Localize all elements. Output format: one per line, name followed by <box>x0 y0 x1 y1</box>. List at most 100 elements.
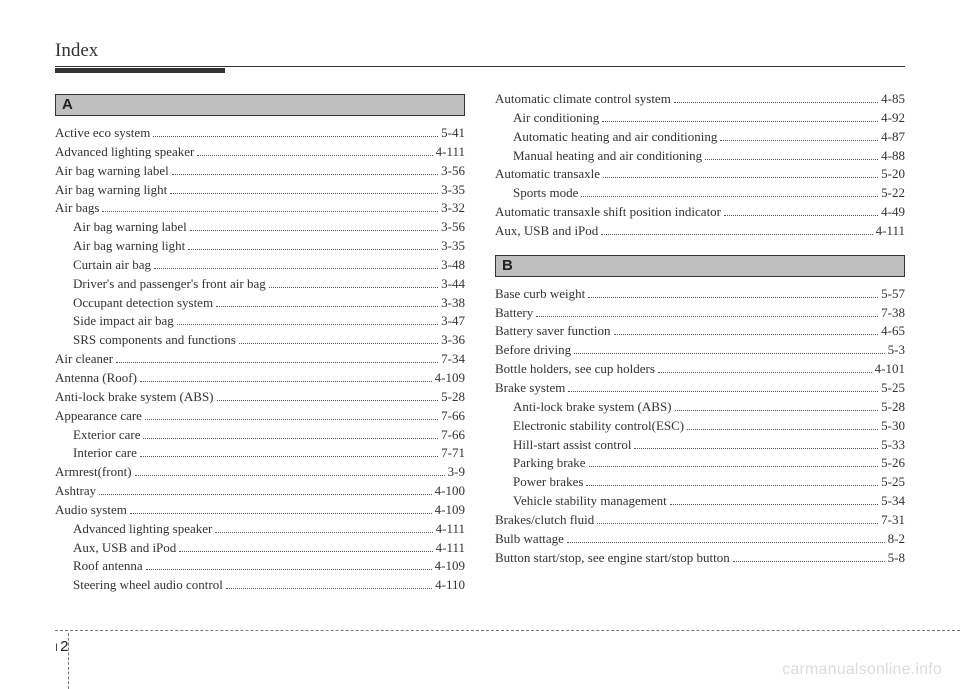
entry-page: 4-85 <box>881 90 905 109</box>
entry-leader <box>217 400 439 401</box>
index-entry: Occupant detection system 3-38 <box>55 294 465 313</box>
entry-page: 5-3 <box>888 341 905 360</box>
index-entry: Armrest(front) 3-9 <box>55 463 465 482</box>
index-entry: Brakes/clutch fluid 7-31 <box>495 511 905 530</box>
entry-label: Appearance care <box>55 407 142 426</box>
entry-page: 5-30 <box>881 417 905 436</box>
index-entry: Active eco system 5-41 <box>55 124 465 143</box>
entry-page: 7-66 <box>441 426 465 445</box>
entry-page: 5-33 <box>881 436 905 455</box>
entry-label: Air cleaner <box>55 350 113 369</box>
entry-label: Steering wheel audio control <box>73 576 223 595</box>
section-heading-b: B <box>495 255 905 277</box>
index-entry: Aux, USB and iPod 4-111 <box>495 222 905 241</box>
entry-leader <box>215 532 432 533</box>
entry-label: Ashtray <box>55 482 96 501</box>
index-entry: Side impact air bag 3-47 <box>55 312 465 331</box>
entry-page: 8-2 <box>888 530 905 549</box>
page-num-value: 2 <box>60 638 68 655</box>
section-b-entries: Base curb weight 5-57Battery 7-38Battery… <box>495 285 905 568</box>
entry-page: 5-25 <box>881 379 905 398</box>
index-entry: Air cleaner 7-34 <box>55 350 465 369</box>
index-entry: Sports mode 5-22 <box>495 184 905 203</box>
index-entry: Vehicle stability management 5-34 <box>495 492 905 511</box>
entry-leader <box>720 140 878 141</box>
entry-label: Manual heating and air conditioning <box>513 147 702 166</box>
entry-page: 7-66 <box>441 407 465 426</box>
entry-page: 4-109 <box>435 501 465 520</box>
entry-leader <box>146 569 432 570</box>
entry-leader <box>177 324 438 325</box>
entry-leader <box>674 102 878 103</box>
entry-leader <box>239 343 438 344</box>
entry-leader <box>172 174 438 175</box>
index-entry: Curtain air bag 3-48 <box>55 256 465 275</box>
left-column: A Active eco system 5-41Advanced lightin… <box>55 90 465 595</box>
entry-leader <box>687 429 878 430</box>
entry-page: 4-109 <box>435 557 465 576</box>
entry-page: 3-35 <box>441 237 465 256</box>
section-letter-a: A <box>62 94 73 116</box>
entry-label: Anti-lock brake system (ABS) <box>513 398 672 417</box>
entry-label: Advanced lighting speaker <box>55 143 194 162</box>
chapter-number: I <box>55 642 58 654</box>
index-entry: Bulb wattage 8-2 <box>495 530 905 549</box>
entry-label: Air bag warning label <box>55 162 169 181</box>
entry-leader <box>143 438 438 439</box>
index-entry: Air conditioning 4-92 <box>495 109 905 128</box>
entry-label: Before driving <box>495 341 571 360</box>
entry-page: 3-36 <box>441 331 465 350</box>
index-entry: SRS components and functions 3-36 <box>55 331 465 350</box>
index-entry: Anti-lock brake system (ABS) 5-28 <box>55 388 465 407</box>
index-entry: Anti-lock brake system (ABS) 5-28 <box>495 398 905 417</box>
section-a-continued: Automatic climate control system 4-85Air… <box>495 90 905 241</box>
header-rule <box>55 66 905 72</box>
index-entry: Power brakes 5-25 <box>495 473 905 492</box>
section-heading-a: A <box>55 94 465 116</box>
entry-leader <box>589 466 879 467</box>
entry-page: 4-65 <box>881 322 905 341</box>
page-number: I 2 <box>55 638 68 655</box>
entry-label: SRS components and functions <box>73 331 236 350</box>
entry-page: 3-44 <box>441 275 465 294</box>
entry-leader <box>567 542 885 543</box>
entry-label: Roof antenna <box>73 557 143 576</box>
entry-leader <box>581 196 878 197</box>
index-entry: Exterior care 7-66 <box>55 426 465 445</box>
entry-label: Aux, USB and iPod <box>495 222 598 241</box>
index-entry: Bottle holders, see cup holders 4-101 <box>495 360 905 379</box>
index-entry: Audio system 4-109 <box>55 501 465 520</box>
entry-leader <box>634 448 878 449</box>
entry-leader <box>658 372 872 373</box>
index-entry: Aux, USB and iPod 4-111 <box>55 539 465 558</box>
entry-page: 4-92 <box>881 109 905 128</box>
index-entry: Antenna (Roof) 4-109 <box>55 369 465 388</box>
entry-label: Active eco system <box>55 124 150 143</box>
entry-page: 4-87 <box>881 128 905 147</box>
entry-leader <box>130 513 432 514</box>
entry-page: 5-8 <box>888 549 905 568</box>
entry-page: 4-100 <box>435 482 465 501</box>
index-entry: Parking brake 5-26 <box>495 454 905 473</box>
entry-leader <box>145 419 438 420</box>
entry-leader <box>140 381 432 382</box>
entry-leader <box>597 523 878 524</box>
entry-label: Curtain air bag <box>73 256 151 275</box>
entry-label: Air conditioning <box>513 109 599 128</box>
index-entry: Air bag warning light 3-35 <box>55 237 465 256</box>
index-entry: Ashtray 4-100 <box>55 482 465 501</box>
index-entry: Automatic climate control system 4-85 <box>495 90 905 109</box>
entry-label: Vehicle stability management <box>513 492 667 511</box>
entry-label: Brakes/clutch fluid <box>495 511 594 530</box>
entry-page: 3-48 <box>441 256 465 275</box>
index-entry: Driver's and passenger's front air bag 3… <box>55 275 465 294</box>
index-entry: Automatic heating and air conditioning 4… <box>495 128 905 147</box>
entry-label: Antenna (Roof) <box>55 369 137 388</box>
entry-label: Brake system <box>495 379 565 398</box>
index-entry: Hill-start assist control 5-33 <box>495 436 905 455</box>
right-column: Automatic climate control system 4-85Air… <box>495 90 905 595</box>
entry-page: 4-111 <box>436 520 465 539</box>
entry-page: 4-111 <box>436 539 465 558</box>
entry-label: Bulb wattage <box>495 530 564 549</box>
entry-leader <box>140 456 438 457</box>
